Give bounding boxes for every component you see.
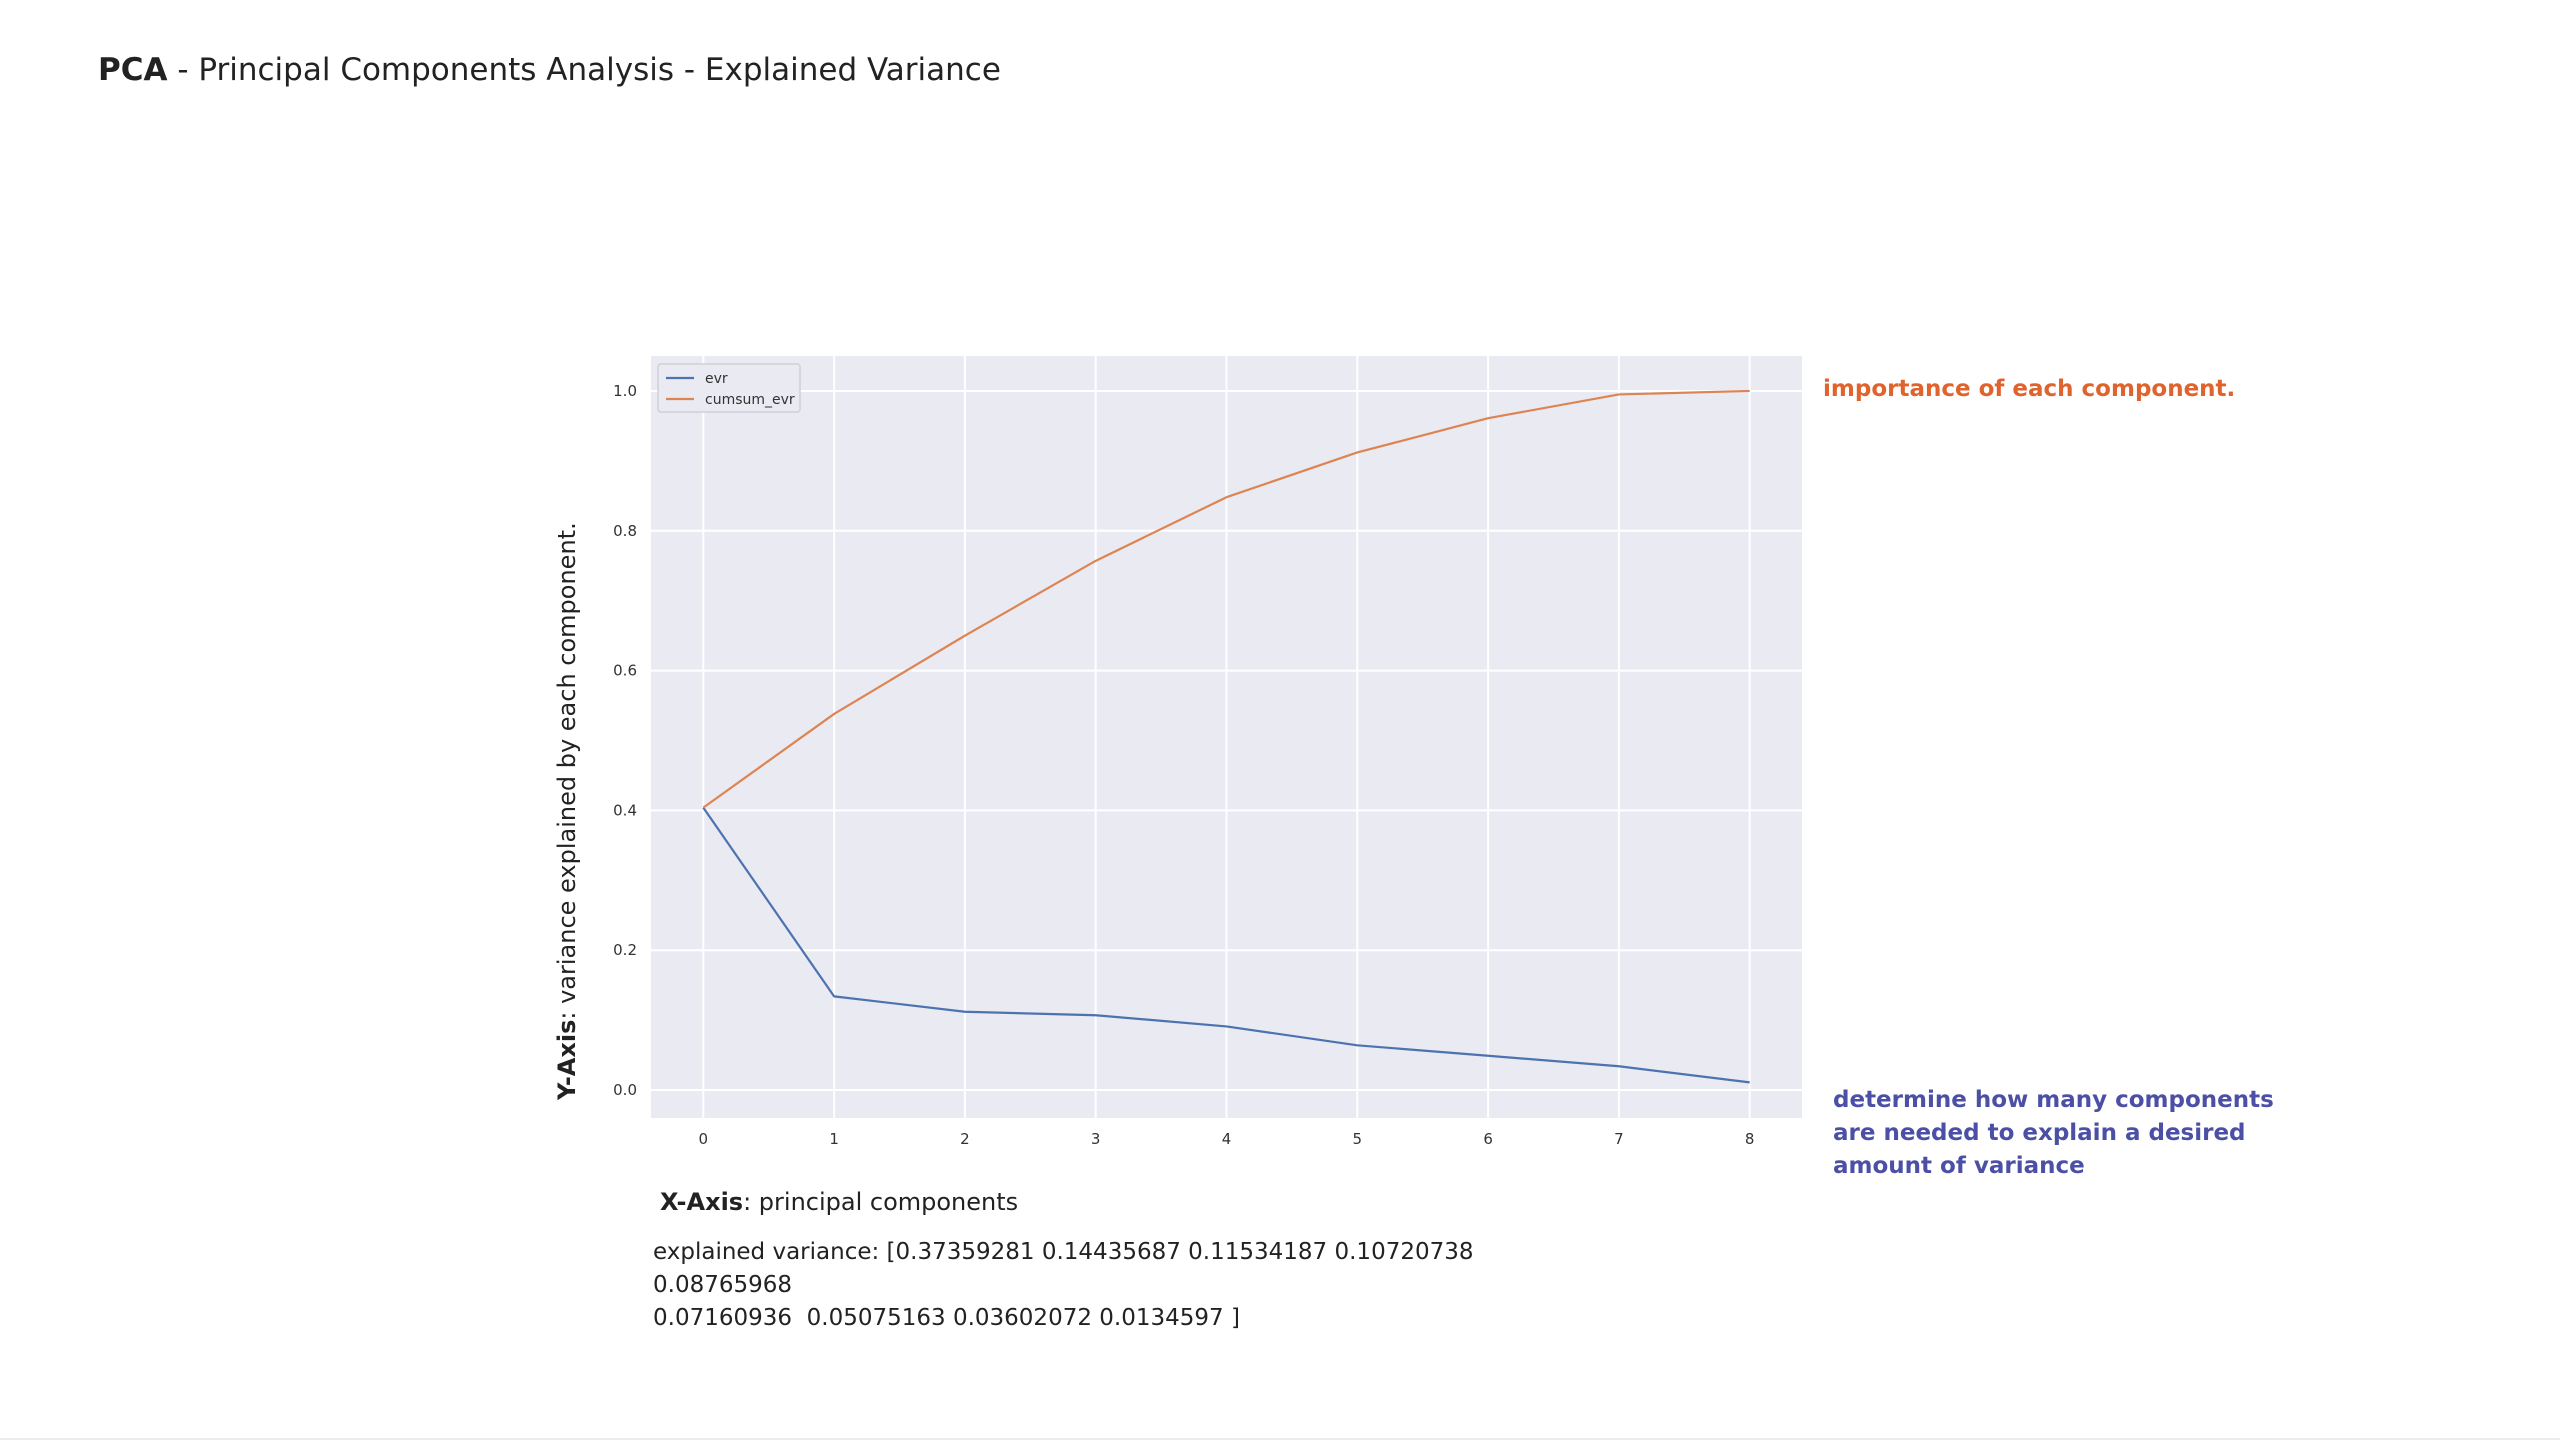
y-tick-label: 0.6 [613,662,637,680]
x-tick-label: 1 [829,1130,839,1148]
page-title: PCA - Principal Components Analysis - Ex… [98,52,1001,88]
legend: evr cumsum_evr [657,363,801,413]
page-title-rest: - Principal Components Analysis - Explai… [167,52,1001,88]
x-axis-caption-rest: : principal components [743,1188,1019,1216]
x-axis-caption: X-Axis: principal components [660,1188,1018,1216]
y-tick-label: 1.0 [613,382,637,400]
legend-label-cumsum_evr: cumsum_evr [705,392,795,408]
importance-note: importance of each component. [1823,376,2236,402]
x-tick-label: 7 [1614,1130,1624,1148]
y-tick-label: 0.4 [613,801,637,819]
y-axis-caption-rest: : variance explained by each component. [553,522,581,1020]
components-needed-note: determine how many components are needed… [1833,1087,2274,1179]
y-axis-caption: Y-Axis: variance explained by each compo… [553,522,581,1100]
legend-label-evr: evr [705,371,728,387]
bottom-divider [0,1438,2560,1440]
x-tick-label: 2 [960,1130,970,1148]
explained-variance-text: explained variance: [0.37359281 0.144356… [653,1239,1474,1331]
y-tick-label: 0.0 [613,1081,637,1099]
x-tick-label: 3 [1091,1130,1101,1148]
x-axis-caption-bold: X-Axis [660,1188,744,1216]
x-tick-label: 4 [1222,1130,1232,1148]
x-tick-label: 8 [1745,1130,1755,1148]
y-tick-label: 0.8 [613,522,637,540]
page-title-bold: PCA [98,52,168,88]
cumsum-evr-line [702,389,1750,809]
x-tick-label: 0 [699,1130,709,1148]
evr-line [702,806,1750,1084]
x-tick-label: 6 [1483,1130,1493,1148]
y-tick-label: 0.2 [613,941,637,959]
y-axis-caption-bold: Y-Axis [553,1019,581,1100]
x-tick-label: 5 [1353,1130,1363,1148]
